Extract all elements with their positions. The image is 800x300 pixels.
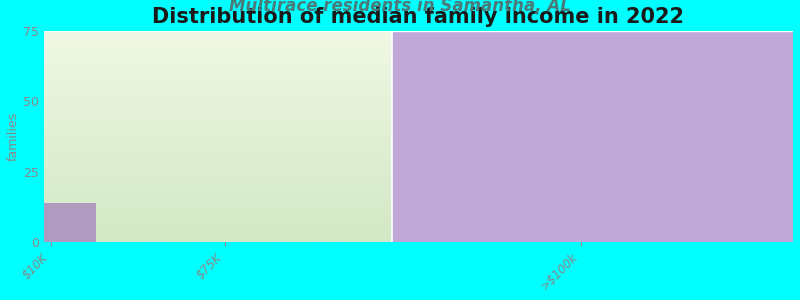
Title: Distribution of median family income in 2022: Distribution of median family income in …: [152, 7, 684, 27]
Bar: [392, 31, 793, 242]
Y-axis label: families: families: [7, 112, 20, 161]
Text: Multirace residents in Samantha, AL: Multirace residents in Samantha, AL: [229, 0, 571, 15]
Bar: [43, 202, 96, 242]
